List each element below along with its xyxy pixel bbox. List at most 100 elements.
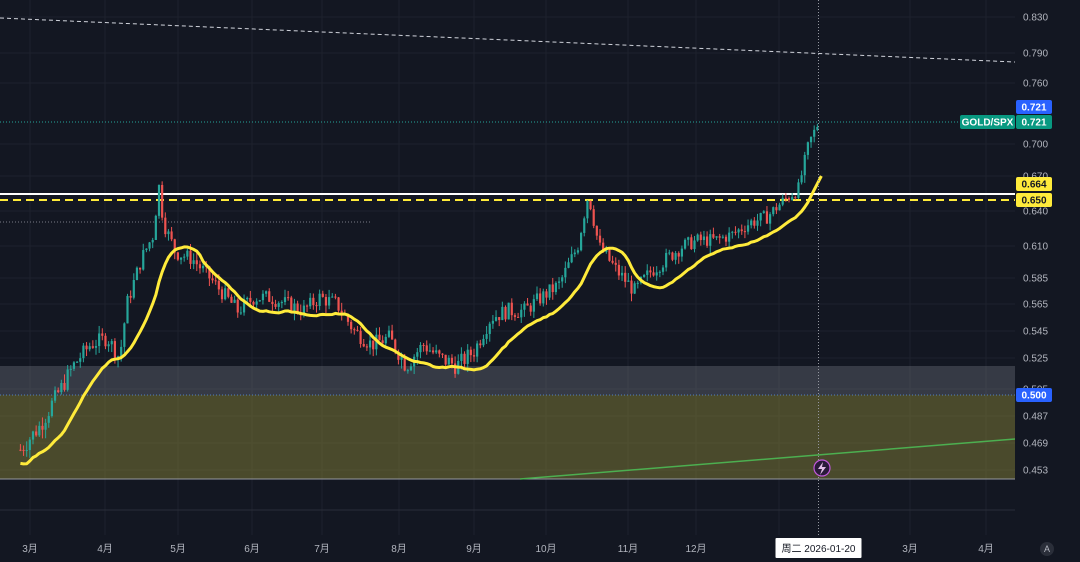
candle (598, 228, 602, 246)
candle (183, 253, 186, 262)
candle (737, 228, 740, 239)
time-tick-label: 4月 (978, 543, 994, 555)
candle (671, 251, 674, 262)
candle-body (671, 252, 674, 260)
candle (167, 229, 170, 241)
candle (646, 264, 649, 282)
candle-body (435, 350, 438, 353)
candle (721, 234, 724, 239)
candle-body (416, 352, 419, 357)
candle (261, 290, 265, 305)
candle (164, 212, 167, 238)
candle (277, 301, 280, 313)
candle-body (406, 370, 409, 372)
candle (674, 250, 677, 265)
candle (529, 302, 532, 316)
candle (731, 230, 734, 239)
candle (816, 123, 819, 132)
candle (520, 303, 523, 323)
time-axis[interactable]: 3月 4月 5月 6月 7月 8月 9月 10月 11月 12月 3月 4月 周二 2026-01-20 (22, 538, 994, 558)
candle-body (239, 312, 242, 314)
candle-body (605, 249, 608, 252)
symbol-tag: GOLD/SPX (960, 115, 1015, 129)
candle (661, 265, 665, 276)
candle (712, 227, 715, 239)
candle-body (428, 350, 431, 352)
candle (419, 342, 422, 359)
last-price-badge: 0.721 (1016, 115, 1052, 129)
candle (98, 325, 101, 353)
price-tick-label: 0.790 (1023, 49, 1048, 60)
candle (576, 247, 580, 255)
candle-body (431, 350, 435, 353)
candle-body (220, 289, 224, 300)
candle-body (394, 339, 397, 352)
candle (608, 249, 611, 262)
candle-body (743, 231, 746, 233)
candle-body (803, 154, 806, 176)
candle-body (740, 229, 743, 232)
zone-top-badge-bg (1016, 388, 1052, 402)
candle-body (356, 329, 359, 331)
candle-body (794, 197, 797, 199)
candle-body (781, 197, 784, 205)
candle-body (183, 256, 186, 258)
candle (19, 444, 22, 452)
candle-body (419, 344, 422, 353)
candle-body (372, 340, 375, 350)
candle (129, 290, 132, 304)
candle (31, 430, 35, 445)
candle (696, 233, 699, 242)
candle (365, 343, 368, 351)
auto-scale-button[interactable]: A (1040, 542, 1054, 556)
candle (438, 349, 441, 358)
candle (548, 284, 551, 301)
time-tick-label: 8月 (391, 543, 407, 555)
time-tick-label: 9月 (466, 543, 482, 555)
candle (476, 340, 479, 363)
candle (583, 216, 586, 237)
candle-body (699, 234, 702, 241)
candle (479, 339, 482, 349)
candle (334, 293, 337, 300)
candle-body (179, 257, 183, 260)
candle-body (756, 220, 759, 226)
candle-body (463, 353, 466, 364)
candle (715, 236, 718, 241)
candle (557, 277, 561, 290)
candle-body (614, 262, 617, 265)
candle (630, 275, 633, 302)
candle-body (800, 175, 803, 183)
candle-body (491, 320, 494, 324)
candle-body (305, 305, 309, 307)
candle-body (60, 383, 63, 393)
candle (589, 200, 592, 211)
candle (104, 333, 107, 350)
dashed-level-badge-text: 0.650 (1021, 196, 1046, 207)
candle (683, 238, 687, 250)
candle-body (592, 209, 595, 226)
price-axis[interactable]: 0.8300.7900.7600.7000.6700.6400.6100.585… (1015, 0, 1080, 535)
candle-body (775, 207, 778, 211)
candle (488, 321, 491, 342)
candle (283, 289, 287, 306)
candle-body (41, 425, 44, 430)
last-price-badge-text: 0.721 (1021, 118, 1046, 129)
candle-body (202, 265, 205, 269)
candle (718, 233, 721, 244)
candle (409, 363, 413, 372)
candle-body (47, 416, 50, 423)
candle (239, 306, 242, 315)
candle (447, 355, 450, 365)
candle-body (545, 291, 548, 298)
candle-body (759, 212, 762, 221)
candle-body (466, 349, 469, 364)
candle (633, 281, 636, 295)
candle-body (655, 272, 658, 276)
candle-body (668, 252, 671, 254)
candle (501, 301, 504, 321)
candle (126, 293, 129, 324)
candle-body (79, 358, 82, 362)
price-tick-label: 0.469 (1023, 439, 1048, 450)
